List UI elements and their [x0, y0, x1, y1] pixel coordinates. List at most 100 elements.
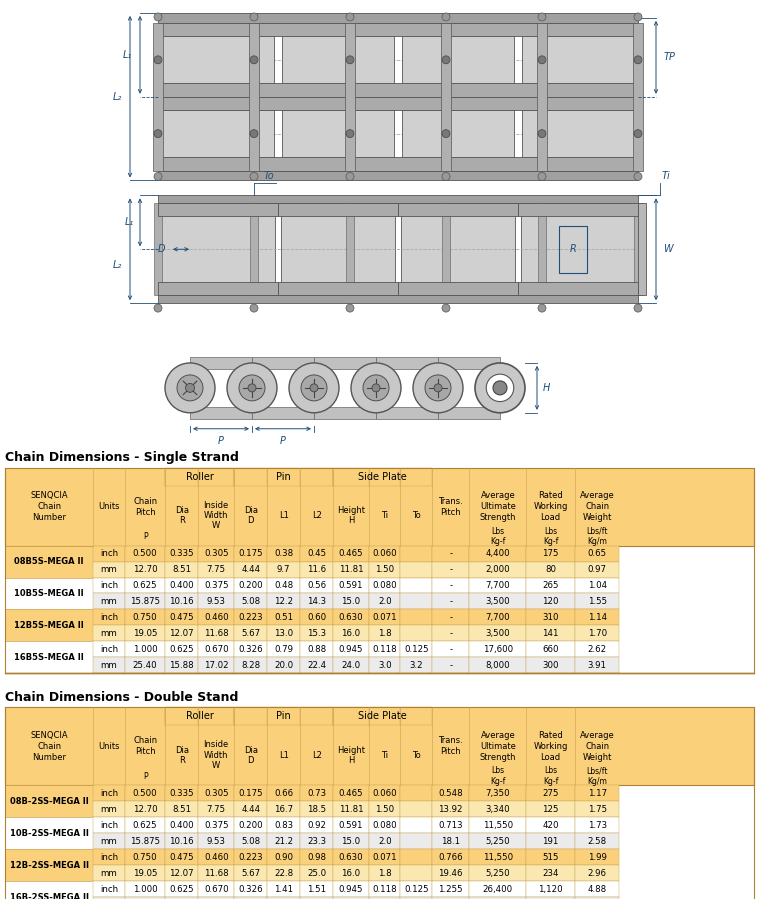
Bar — [633, 23, 643, 171]
Text: 11.68: 11.68 — [204, 629, 228, 638]
Text: 19.46: 19.46 — [439, 868, 463, 877]
Text: -: - — [449, 661, 452, 670]
Text: 7,350: 7,350 — [486, 788, 510, 797]
Text: -: - — [449, 597, 452, 606]
Bar — [522, 110, 634, 157]
Bar — [345, 23, 355, 171]
Circle shape — [372, 384, 380, 392]
Text: 5.08: 5.08 — [241, 837, 260, 846]
Bar — [165, 865, 198, 881]
Bar — [369, 833, 401, 849]
Text: 4,400: 4,400 — [486, 549, 510, 558]
Bar — [333, 833, 369, 849]
Bar — [267, 657, 300, 673]
Text: inch: inch — [100, 788, 118, 797]
Text: 17.02: 17.02 — [204, 661, 228, 670]
Circle shape — [475, 363, 525, 413]
Text: Ti: Ti — [381, 751, 389, 760]
Text: 0.326: 0.326 — [238, 885, 263, 894]
Text: 0.500: 0.500 — [133, 549, 157, 558]
Text: W: W — [663, 245, 672, 254]
Text: 8.51: 8.51 — [172, 565, 191, 574]
Text: 19.05: 19.05 — [133, 868, 157, 877]
Text: Chain
Pitch: Chain Pitch — [133, 736, 157, 756]
Text: 80: 80 — [545, 565, 556, 574]
Bar — [198, 897, 235, 899]
Bar — [300, 593, 333, 610]
Bar — [5, 881, 93, 899]
Text: 0.326: 0.326 — [238, 645, 263, 654]
Bar — [5, 849, 93, 881]
Text: L₁: L₁ — [123, 49, 132, 60]
Bar — [575, 626, 619, 641]
Text: 12.07: 12.07 — [169, 868, 194, 877]
Bar — [158, 203, 278, 217]
Text: 0.766: 0.766 — [439, 852, 463, 861]
Bar — [300, 801, 333, 817]
Bar — [124, 817, 165, 833]
Text: 0.713: 0.713 — [439, 821, 463, 830]
Text: Chain Dimensions - Double Stand: Chain Dimensions - Double Stand — [5, 690, 238, 704]
Bar — [158, 13, 638, 23]
Text: P: P — [143, 532, 147, 541]
Text: 0.73: 0.73 — [307, 788, 326, 797]
Bar — [235, 626, 267, 641]
Bar — [235, 865, 267, 881]
Text: TP: TP — [664, 52, 676, 62]
Text: 0.060: 0.060 — [373, 788, 397, 797]
Bar — [165, 849, 198, 865]
Text: 22.8: 22.8 — [274, 868, 293, 877]
Bar — [124, 546, 165, 562]
Text: 25.0: 25.0 — [307, 868, 326, 877]
Text: 1.000: 1.000 — [133, 885, 157, 894]
Text: 13.0: 13.0 — [274, 629, 293, 638]
Circle shape — [154, 56, 162, 64]
Text: mm: mm — [101, 661, 118, 670]
Bar — [575, 785, 619, 801]
Text: 7.75: 7.75 — [206, 805, 225, 814]
Bar — [432, 626, 469, 641]
Bar — [398, 203, 518, 217]
Bar — [369, 881, 401, 897]
Circle shape — [154, 129, 162, 138]
Text: -: - — [449, 645, 452, 654]
Text: Units: Units — [99, 742, 120, 751]
Bar — [165, 708, 235, 725]
Circle shape — [301, 375, 327, 401]
Bar — [518, 203, 638, 217]
Text: 11.81: 11.81 — [339, 805, 364, 814]
Circle shape — [154, 304, 162, 312]
Bar — [300, 641, 333, 657]
Bar — [469, 881, 526, 897]
Circle shape — [346, 304, 354, 312]
Bar — [432, 817, 469, 833]
Bar — [300, 817, 333, 833]
Bar — [526, 593, 575, 610]
Text: 0.080: 0.080 — [373, 821, 397, 830]
Text: Chain
Pitch: Chain Pitch — [133, 496, 157, 517]
Bar — [369, 562, 401, 577]
Text: 0.200: 0.200 — [238, 821, 263, 830]
Bar — [300, 562, 333, 577]
Text: 12.70: 12.70 — [133, 805, 157, 814]
Bar — [526, 626, 575, 641]
Text: 0.48: 0.48 — [274, 581, 293, 590]
Text: 0.460: 0.460 — [204, 613, 228, 622]
Text: 17,600: 17,600 — [483, 645, 513, 654]
Bar — [346, 203, 354, 295]
Bar — [441, 23, 451, 171]
Bar — [401, 203, 515, 295]
Bar — [369, 849, 401, 865]
Text: L₁: L₁ — [124, 218, 134, 227]
Bar — [300, 546, 333, 562]
Bar — [401, 562, 432, 577]
Circle shape — [346, 173, 354, 181]
Bar — [5, 546, 93, 577]
Bar — [235, 562, 267, 577]
Text: 11.81: 11.81 — [339, 565, 364, 574]
Text: 0.98: 0.98 — [307, 852, 326, 861]
Bar — [165, 641, 198, 657]
Text: Height
H: Height H — [337, 745, 365, 765]
Bar — [469, 897, 526, 899]
Bar — [575, 641, 619, 657]
